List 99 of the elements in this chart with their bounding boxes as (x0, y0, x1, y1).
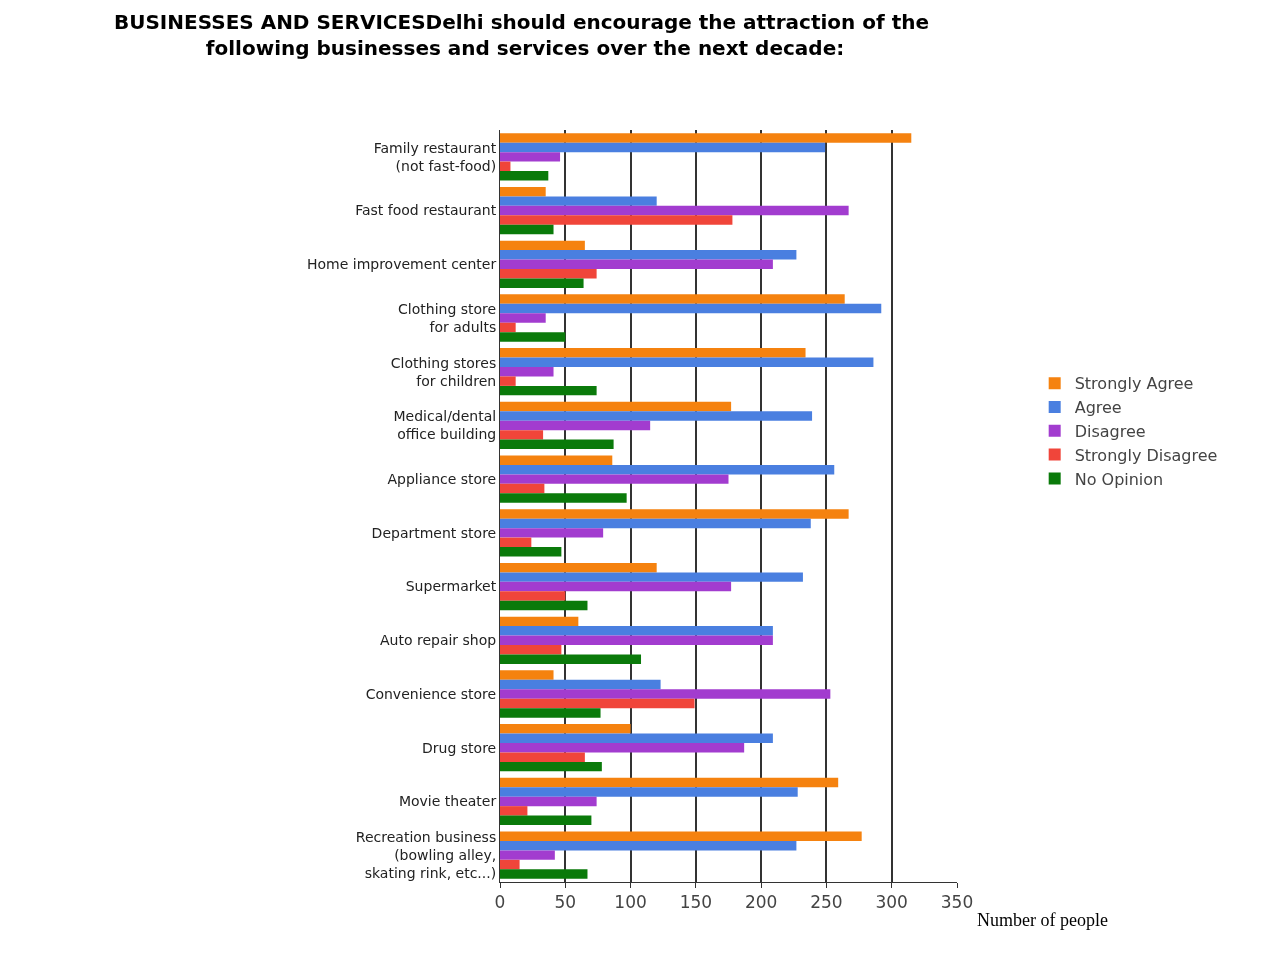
bar (500, 679, 661, 690)
bar (500, 385, 597, 396)
y-tick-label: Convenience store (365, 685, 497, 702)
bar (500, 859, 520, 870)
bar (500, 313, 546, 323)
bar (500, 430, 544, 440)
bar (500, 806, 528, 816)
bar (500, 366, 554, 377)
y-tick-label: Movie theater (398, 793, 497, 810)
y-tick-label: Fast food restaurant (355, 202, 497, 219)
bar (500, 724, 631, 734)
bar (500, 547, 562, 557)
bar (500, 294, 845, 304)
x-tick-label: 0 (494, 892, 506, 913)
y-tick-label: Clothing store for adults (398, 300, 497, 335)
bar (500, 269, 597, 279)
bar (500, 186, 546, 197)
bar (500, 240, 585, 251)
bar (500, 348, 806, 358)
y-tick-label: Medical/dental office building (393, 408, 497, 443)
y-tick-label: Drug store (422, 739, 497, 756)
y-tick-label: Clothing stores for children (390, 354, 497, 389)
bar (500, 616, 579, 627)
bar (500, 787, 798, 797)
legend-label: Strongly Disagree (1074, 445, 1218, 465)
bar (500, 171, 549, 181)
bar (500, 689, 831, 699)
bar (500, 600, 588, 611)
x-tick-label: 200 (744, 892, 778, 913)
x-tick-label: 350 (940, 892, 974, 913)
bar (500, 303, 882, 314)
bar (500, 509, 849, 519)
bar (500, 635, 773, 646)
y-tick-label: Department store (371, 524, 497, 541)
bar (500, 464, 835, 475)
bar (500, 332, 566, 342)
bar (500, 777, 839, 788)
bar (500, 161, 511, 172)
bar (500, 420, 651, 431)
bar (500, 439, 614, 450)
y-tick-label: Supermarket (405, 578, 497, 595)
bar (500, 815, 592, 826)
bar (500, 322, 516, 333)
bar (500, 483, 545, 494)
bar (500, 654, 642, 664)
bar (500, 278, 584, 288)
bar (500, 761, 602, 772)
bar (500, 572, 803, 582)
bar (500, 376, 516, 386)
bar (500, 752, 585, 762)
bar (500, 142, 826, 153)
legend-label: Disagree (1074, 422, 1146, 442)
bar (500, 259, 773, 270)
bar (500, 698, 695, 709)
bar (500, 840, 797, 851)
bar (500, 537, 532, 548)
bar (500, 401, 732, 412)
bar (500, 518, 811, 529)
x-axis-title: Number of people (977, 910, 1108, 930)
bar (500, 357, 874, 367)
x-tick-label: 50 (554, 892, 577, 913)
x-tick-label: 250 (810, 892, 843, 913)
x-tick-label: 300 (875, 892, 908, 913)
y-tick-label: Recreation business (bowling alley, skating rink, etc...) (355, 828, 497, 882)
bar (500, 626, 773, 636)
legend-label: No Opinion (1074, 469, 1164, 489)
bar (500, 215, 733, 225)
bar (500, 152, 561, 162)
chart-title: BUSINESSES AND SERVICESDelhi should encourage the attraction of the following businesses and services over the next decade: (114, 9, 930, 60)
x-tick-label: 100 (614, 892, 647, 913)
bar (500, 250, 797, 260)
legend-label: Agree (1074, 398, 1122, 418)
bar (500, 474, 729, 484)
bar (500, 411, 813, 421)
bar (500, 742, 745, 753)
bar (500, 831, 862, 841)
bar (500, 733, 773, 743)
bar (500, 869, 588, 879)
y-tick-label: Auto repair shop (380, 632, 497, 649)
bar (500, 562, 657, 573)
bar (500, 645, 562, 655)
bar (500, 850, 555, 860)
bar (500, 205, 849, 216)
legend-label: Strongly Agree (1074, 374, 1194, 394)
x-tick-label: 150 (679, 892, 713, 913)
bar (500, 196, 657, 206)
bar (500, 708, 601, 718)
y-tick-label: Home improvement center (306, 256, 497, 273)
y-tick-label: Appliance store (387, 471, 497, 488)
y-tick-label: Family restaurant (not fast-food) (373, 139, 497, 174)
bar (500, 670, 554, 680)
bar (500, 493, 627, 503)
bar (500, 224, 554, 235)
bar (500, 455, 613, 465)
bar (500, 581, 732, 592)
bar (500, 133, 912, 143)
bar (500, 591, 566, 601)
bar (500, 528, 604, 538)
bar (500, 796, 597, 807)
